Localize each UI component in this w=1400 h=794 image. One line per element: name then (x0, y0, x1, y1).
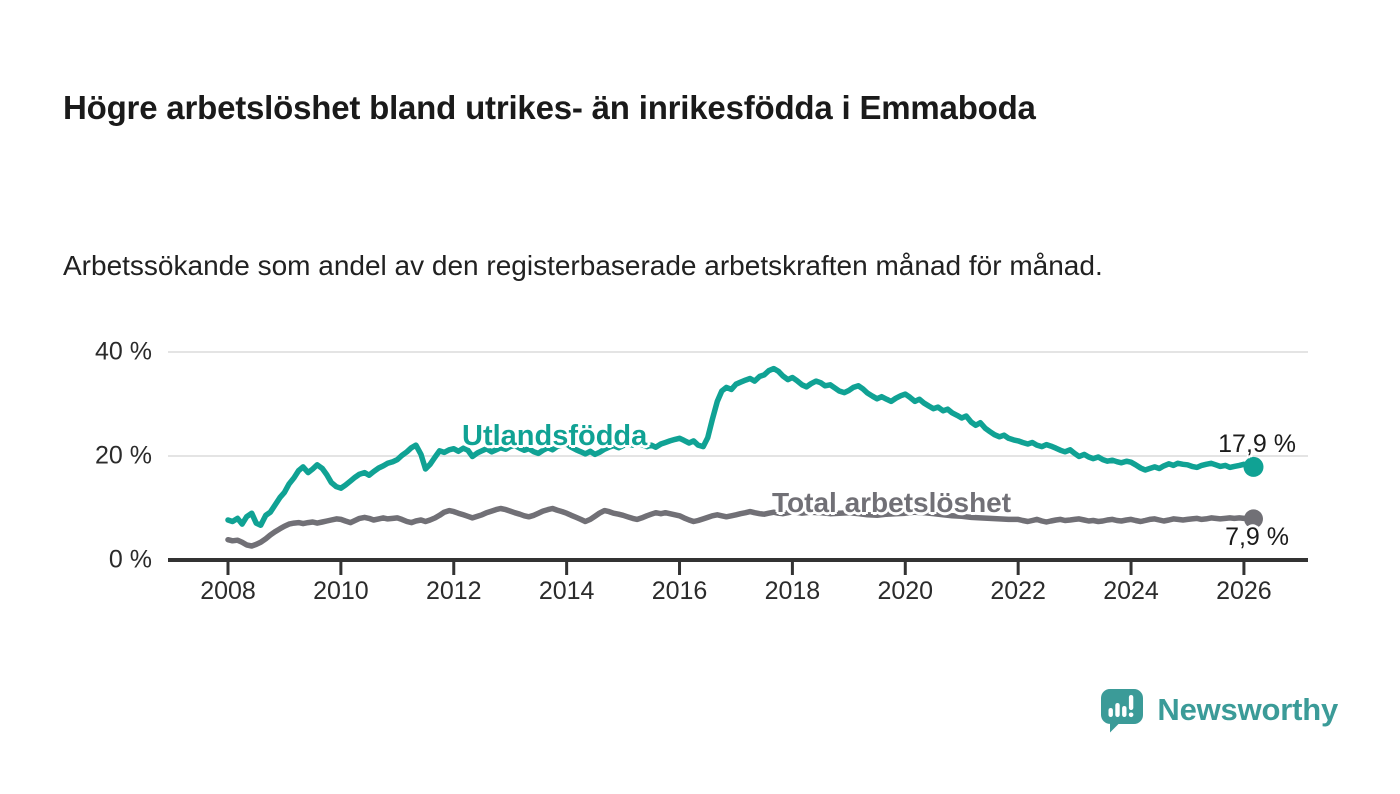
x-axis-tick-label: 2020 (877, 577, 934, 605)
x-axis-tick-label: 2014 (538, 577, 595, 605)
logo-wordmark: Newsworthy (1157, 692, 1338, 727)
series-line-total (225, 505, 1257, 549)
series-end-dot-total (1244, 509, 1263, 529)
x-axis-tick-label: 2024 (1103, 577, 1159, 605)
page-subtitle: Arbetssökande som andel av den registerb… (63, 250, 1103, 281)
series-line-utlandsfodda (225, 365, 1257, 528)
y-axis-tick-label: 0 % (108, 545, 152, 574)
y-axis-tick-label: 40 % (95, 337, 152, 366)
x-axis-tick-label: 2016 (651, 577, 708, 605)
x-axis-tick-label: 2008 (200, 577, 256, 605)
page-title: Högre arbetslöshet bland utrikes- än inr… (63, 89, 1036, 127)
series-end-dot-utlandsfodda (1243, 456, 1264, 477)
y-axis-tick-label: 20 % (95, 441, 152, 470)
speech-bubble-bar-chart-icon (1101, 689, 1144, 733)
newsworthy-logo: Newsworthy (1098, 684, 1338, 736)
x-axis-tick-label: 2010 (313, 577, 369, 605)
end-value-label-total: 7,9 % (1225, 523, 1289, 551)
series-label-utlandsfodda: Utlandsfödda (462, 420, 648, 452)
x-axis-tick-label: 2018 (764, 577, 821, 605)
x-axis-tick-label: 2022 (990, 577, 1046, 605)
x-axis-tick-label: 2012 (425, 577, 482, 605)
end-value-label-utlandsfodda: 17,9 % (1218, 430, 1296, 458)
x-axis-tick-label: 2026 (1216, 577, 1272, 605)
series-label-total-arbetsloshet: Total arbetslöshet (772, 487, 1012, 518)
